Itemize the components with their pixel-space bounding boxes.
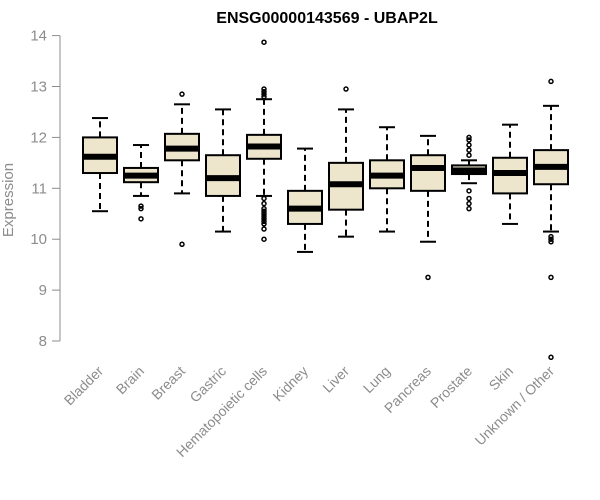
outlier-point-9-7 [466, 200, 472, 207]
outlier-point-2-1 [179, 241, 185, 248]
outlier-point-1-0 [138, 203, 144, 209]
box-group-7 [369, 126, 405, 233]
box-group-0 [82, 117, 118, 213]
outlier-point-9-8 [466, 205, 472, 212]
box-group-8 [410, 134, 446, 281]
box-group-11 [533, 78, 569, 361]
outlier-point-11-3 [548, 238, 554, 245]
outlier-point-4-15 [261, 236, 267, 242]
outlier-point-4-14 [261, 226, 267, 232]
y-tick-label-6: 14 [30, 28, 47, 45]
outlier-point-11-1 [548, 233, 554, 240]
outlier-point-4-0 [261, 39, 267, 45]
outlier-point-4-7 [261, 205, 267, 212]
outlier-point-9-3 [466, 147, 472, 153]
box-group-1 [123, 144, 159, 222]
outlier-point-4-1 [261, 86, 267, 92]
y-tick-label-2: 10 [30, 231, 47, 248]
outlier-point-4-2 [261, 88, 267, 95]
outlier-point-4-9 [261, 211, 267, 217]
outlier-point-9-5 [466, 188, 472, 194]
outlier-point-4-6 [261, 200, 267, 207]
outlier-point-2-0 [179, 91, 185, 97]
category-label-7: Lung [360, 363, 393, 396]
outlier-point-11-0 [548, 78, 554, 85]
outlier-point-9-1 [466, 137, 472, 143]
outlier-point-4-8 [261, 208, 267, 214]
outlier-point-11-5 [548, 354, 554, 361]
category-label-5: Kidney [270, 363, 312, 405]
outlier-point-4-3 [261, 91, 267, 97]
category-label-2: Breast [148, 363, 188, 403]
category-label-0: Bladder [61, 363, 107, 409]
boxes [82, 39, 569, 361]
outlier-point-9-4 [466, 152, 472, 158]
outlier-point-4-11 [261, 216, 267, 222]
outlier-point-9-2 [466, 142, 472, 148]
box-group-3 [205, 108, 241, 233]
category-label-9: Prostate [427, 363, 475, 411]
category-label-1: Brain [113, 363, 147, 397]
y-tick-label-5: 13 [30, 79, 47, 96]
outlier-point-1-1 [138, 205, 144, 212]
outlier-point-1-2 [138, 216, 144, 222]
outlier-point-4-10 [261, 213, 267, 220]
category-label-10: Skin [486, 363, 517, 394]
outlier-point-4-5 [261, 195, 267, 202]
outlier-point-9-0 [466, 134, 472, 141]
box-iqr-8 [410, 154, 446, 192]
y-tick-label-4: 12 [30, 129, 47, 146]
outlier-point-6-0 [343, 86, 349, 92]
box-group-5 [287, 147, 323, 253]
category-label-6: Liver [319, 363, 352, 396]
outlier-point-4-12 [261, 218, 267, 225]
outlier-point-11-4 [548, 274, 554, 281]
chart-title: ENSG00000143569 - UBAP2L [216, 10, 438, 27]
outlier-point-8-0 [425, 274, 431, 281]
outlier-point-4-13 [261, 221, 267, 227]
box-group-10 [492, 123, 528, 225]
box-group-4 [246, 39, 282, 242]
y-tick-label-3: 11 [31, 180, 47, 197]
y-tick-label-1: 9 [39, 282, 47, 299]
outlier-point-4-4 [261, 93, 267, 100]
axes: 8 9 10 11 12 13 14 [30, 28, 61, 350]
y-axis-title: Expression [0, 163, 17, 237]
y-tick-label-0: 8 [39, 333, 47, 350]
box-group-2 [164, 91, 200, 248]
box-group-9 [451, 134, 487, 212]
box-group-6 [328, 86, 364, 238]
outlier-point-11-2 [548, 236, 554, 242]
outlier-point-9-6 [466, 195, 472, 202]
